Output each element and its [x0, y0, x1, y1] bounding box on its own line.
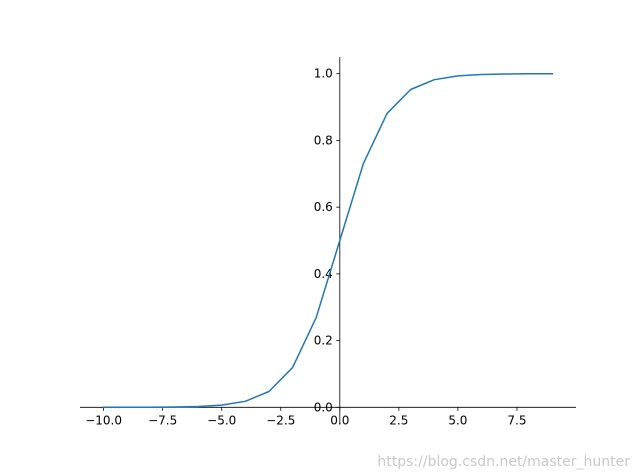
x-tick-label: 2.5	[389, 413, 408, 427]
series-layer	[102, 72, 554, 409]
y-tick-label: 1.0	[314, 67, 333, 81]
x-tick-label: 5.0	[448, 413, 467, 427]
x-tick-label: −7.5	[148, 413, 177, 427]
x-tick-label: 7.5	[507, 413, 526, 427]
y-tick-label: 0.2	[314, 334, 333, 348]
y-tick-label: 0.8	[314, 133, 333, 147]
x-tick-label: −10.0	[85, 413, 122, 427]
x-tick-label: −5.0	[207, 413, 236, 427]
x-tick-label: −2.5	[266, 413, 295, 427]
ticks: −10.0 −7.5 −5.0 −2.5 0.0 2.5 5.0 7.50.00.20.40.…	[85, 67, 526, 428]
y-tick-label: 0.6	[314, 200, 333, 214]
axes	[80, 57, 576, 424]
series-line-0	[102, 72, 554, 409]
x-tick-label: 0.0	[330, 413, 349, 427]
watermark-text: https://blog.csdn.net/master_hunter	[377, 454, 630, 470]
y-tick-label: 0.0	[314, 400, 333, 414]
